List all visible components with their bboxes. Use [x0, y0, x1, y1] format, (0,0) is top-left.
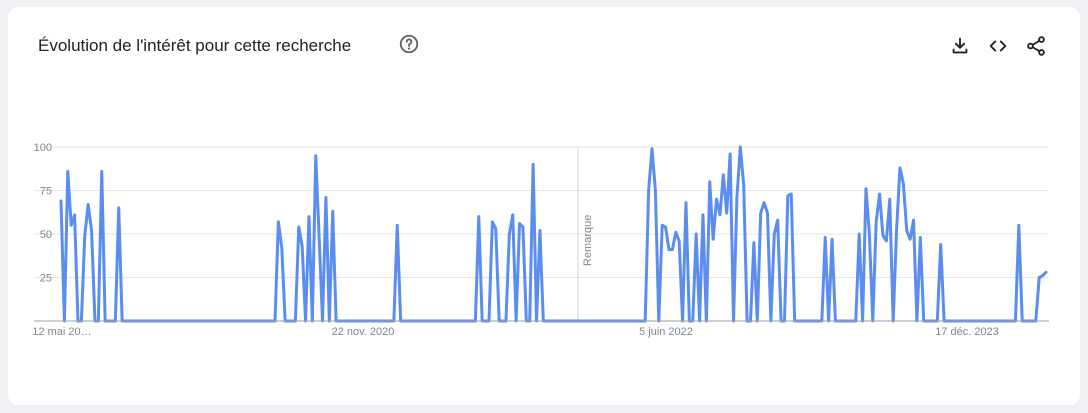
x-tick-label: 5 juin 2022	[639, 326, 693, 338]
x-tick-label: 17 déc. 2023	[935, 326, 999, 338]
annotation-label: Remarque	[582, 215, 594, 266]
chart-title: Évolution de l'intérêt pour cette recher…	[38, 36, 352, 55]
y-tick-label: 75	[40, 186, 52, 198]
y-tick-label: 100	[34, 142, 52, 154]
help-circle-icon[interactable]	[398, 33, 420, 55]
download-icon[interactable]	[949, 35, 971, 57]
y-tick-label: 50	[40, 229, 52, 241]
x-tick-label: 12 mai 20…	[32, 326, 91, 338]
y-tick-label: 25	[40, 273, 52, 285]
chart-card: Évolution de l'intérêt pour cette recher…	[8, 7, 1080, 405]
x-tick-label: 22 nov. 2020	[332, 326, 395, 338]
code-embed-icon[interactable]	[987, 35, 1009, 57]
share-icon[interactable]	[1025, 35, 1047, 57]
